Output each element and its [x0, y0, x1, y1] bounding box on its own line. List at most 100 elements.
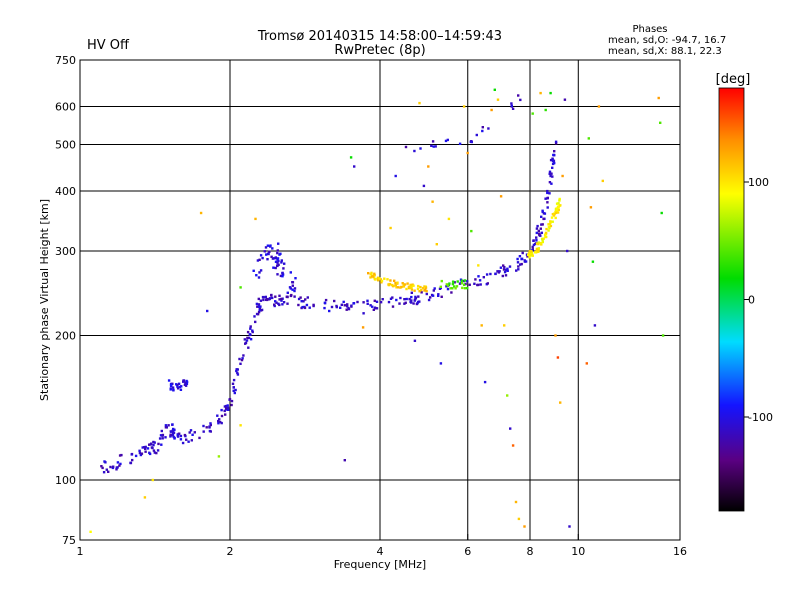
data-point: [463, 283, 466, 286]
data-point: [274, 260, 278, 263]
data-point: [587, 137, 590, 140]
data-point: [220, 408, 223, 412]
data-point: [403, 298, 406, 301]
data-point: [375, 300, 379, 303]
data-point: [209, 430, 212, 433]
data-point: [234, 388, 237, 392]
data-point: [176, 387, 180, 390]
data-point: [378, 277, 381, 280]
data-point: [585, 362, 588, 365]
data-point: [521, 251, 524, 255]
data-point: [272, 266, 275, 269]
phases-heading: Phases: [632, 24, 667, 35]
colorbar-tick-label: 0: [748, 294, 755, 307]
data-point: [446, 287, 450, 291]
data-point: [559, 204, 562, 207]
data-point: [89, 530, 92, 533]
data-point: [157, 442, 160, 446]
data-point: [402, 285, 405, 288]
data-point: [412, 302, 415, 305]
data-point: [432, 145, 435, 148]
data-point: [183, 383, 187, 386]
data-point: [246, 336, 249, 340]
data-point: [394, 174, 397, 178]
data-point: [511, 444, 515, 447]
data-point: [542, 217, 545, 221]
data-point: [249, 338, 253, 341]
data-point: [101, 466, 104, 470]
data-point: [504, 274, 508, 277]
data-point: [293, 287, 297, 290]
data-point: [447, 217, 451, 221]
data-point: [434, 145, 437, 148]
data-point: [405, 287, 408, 291]
y-tick-label: 500: [55, 139, 76, 152]
data-point: [280, 261, 283, 264]
data-point: [535, 247, 539, 251]
data-point: [410, 295, 413, 299]
data-point: [172, 427, 175, 431]
data-point: [226, 406, 230, 409]
data-point: [416, 301, 419, 305]
data-point: [401, 282, 404, 285]
data-point: [554, 140, 558, 143]
data-point: [481, 126, 484, 129]
data-point: [540, 215, 543, 218]
data-point: [380, 281, 383, 284]
data-point: [138, 451, 142, 455]
data-point: [508, 265, 512, 268]
data-point: [458, 142, 462, 145]
data-point: [519, 263, 522, 266]
data-point: [299, 296, 302, 299]
data-point: [100, 465, 103, 468]
data-point: [170, 430, 173, 433]
data-point: [420, 288, 423, 292]
data-point: [537, 247, 540, 250]
data-point: [158, 437, 162, 440]
data-point: [518, 255, 522, 258]
data-point: [102, 471, 106, 474]
data-point: [503, 270, 507, 274]
data-point: [282, 301, 286, 304]
data-point: [523, 525, 526, 528]
data-point: [209, 423, 212, 427]
data-point: [153, 441, 156, 444]
data-point: [558, 197, 561, 201]
data-point: [461, 286, 464, 290]
x-tick-label: 4: [377, 545, 384, 558]
data-point: [543, 212, 547, 215]
data-point: [264, 246, 268, 249]
data-point: [227, 408, 230, 411]
data-point: [541, 209, 544, 212]
data-point: [540, 223, 543, 226]
data-point: [233, 391, 236, 395]
data-point: [159, 434, 163, 437]
y-tick-label: 750: [55, 54, 76, 67]
data-point: [460, 279, 464, 282]
data-point: [249, 325, 252, 328]
data-point: [479, 283, 482, 286]
data-point: [537, 248, 540, 252]
data-point: [146, 447, 150, 450]
data-point: [198, 436, 201, 440]
data-point: [343, 304, 346, 307]
y-tick-label: 300: [55, 245, 76, 258]
data-point: [160, 443, 163, 446]
data-point: [219, 420, 222, 424]
data-point: [223, 409, 226, 413]
data-point: [437, 294, 440, 297]
data-point: [418, 101, 421, 105]
data-point: [239, 424, 242, 427]
data-point: [305, 303, 309, 307]
data-point: [156, 449, 160, 452]
data-point: [276, 264, 279, 268]
data-point: [502, 264, 505, 267]
data-point: [483, 380, 487, 384]
data-point: [387, 300, 391, 304]
data-point: [112, 465, 115, 468]
data-point: [153, 451, 156, 454]
data-point: [139, 453, 143, 457]
data-point: [417, 295, 420, 298]
data-point: [373, 272, 376, 275]
y-axis-label: Stationary phase Virtual Height [km]: [38, 199, 51, 401]
